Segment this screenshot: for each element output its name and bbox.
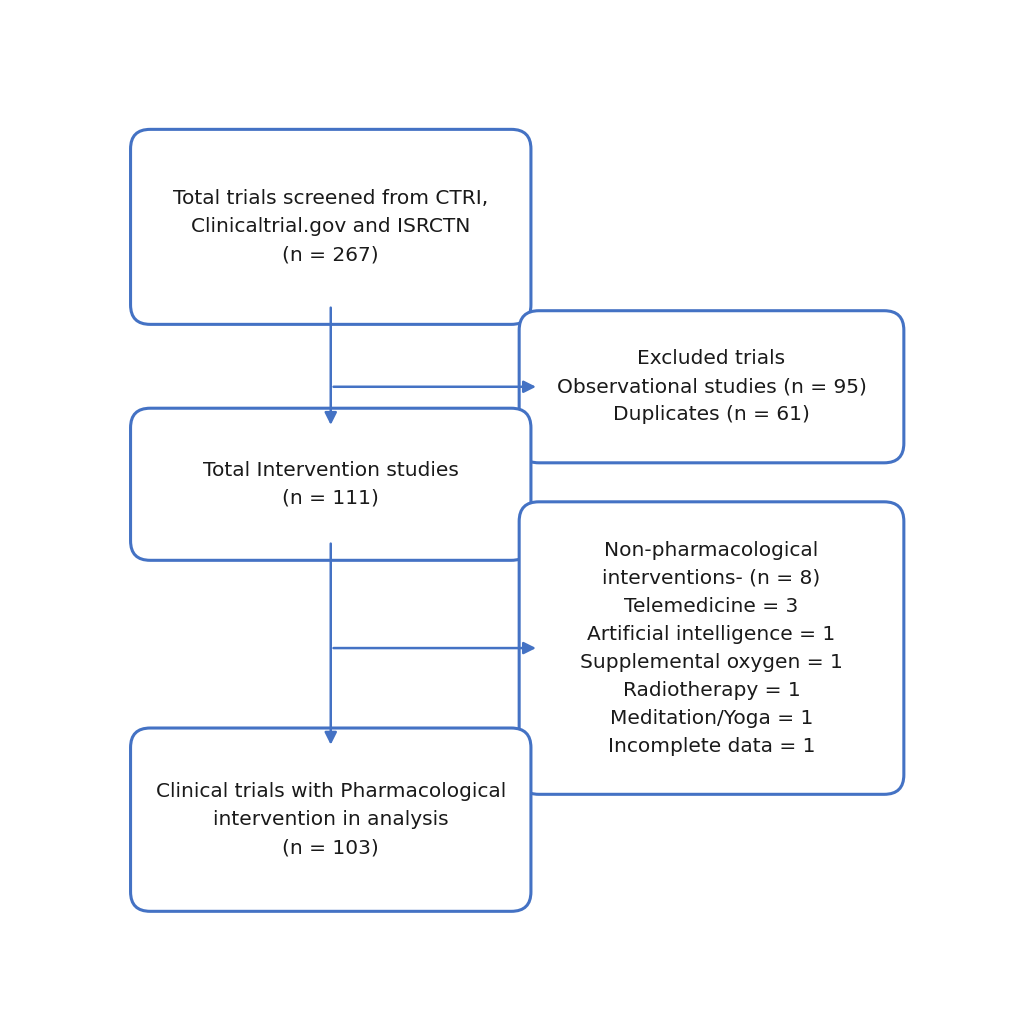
FancyBboxPatch shape — [131, 728, 531, 912]
Text: Non-pharmacological
interventions- (n = 8)
Telemedicine = 3
Artificial intellige: Non-pharmacological interventions- (n = … — [580, 541, 843, 756]
FancyBboxPatch shape — [131, 130, 531, 324]
Text: Total Intervention studies
(n = 111): Total Intervention studies (n = 111) — [203, 461, 459, 508]
Text: Excluded trials
Observational studies (n = 95)
Duplicates (n = 61): Excluded trials Observational studies (n… — [556, 349, 866, 424]
FancyBboxPatch shape — [520, 311, 904, 463]
FancyBboxPatch shape — [131, 408, 531, 560]
Text: Clinical trials with Pharmacological
intervention in analysis
(n = 103): Clinical trials with Pharmacological int… — [156, 782, 505, 857]
Text: Total trials screened from CTRI,
Clinicaltrial.gov and ISRCTN
(n = 267): Total trials screened from CTRI, Clinica… — [173, 189, 488, 264]
FancyBboxPatch shape — [520, 501, 904, 794]
